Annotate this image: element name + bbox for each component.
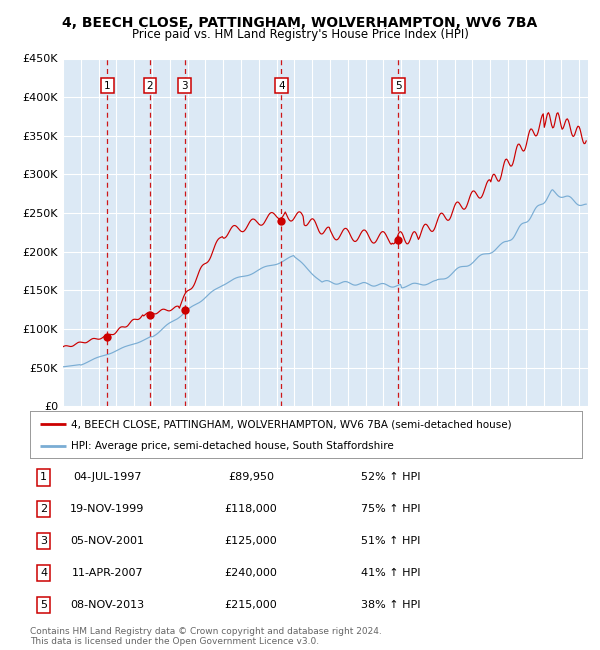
Text: 2: 2 [146,81,153,90]
Text: 5: 5 [40,600,47,610]
Text: 41% ↑ HPI: 41% ↑ HPI [361,568,421,578]
Text: 38% ↑ HPI: 38% ↑ HPI [361,600,421,610]
Text: 11-APR-2007: 11-APR-2007 [71,568,143,578]
Text: 19-NOV-1999: 19-NOV-1999 [70,504,145,514]
Text: 04-JUL-1997: 04-JUL-1997 [73,473,142,482]
Text: £240,000: £240,000 [224,568,277,578]
Text: £118,000: £118,000 [224,504,277,514]
Text: HPI: Average price, semi-detached house, South Staffordshire: HPI: Average price, semi-detached house,… [71,441,394,450]
Text: £215,000: £215,000 [224,600,277,610]
Text: 08-NOV-2013: 08-NOV-2013 [70,600,145,610]
Text: 4: 4 [278,81,284,90]
Text: 52% ↑ HPI: 52% ↑ HPI [361,473,421,482]
Text: 4, BEECH CLOSE, PATTINGHAM, WOLVERHAMPTON, WV6 7BA: 4, BEECH CLOSE, PATTINGHAM, WOLVERHAMPTO… [62,16,538,31]
Text: 1: 1 [40,473,47,482]
Text: 2: 2 [40,504,47,514]
Text: 3: 3 [40,536,47,546]
Text: 5: 5 [395,81,401,90]
Text: 05-NOV-2001: 05-NOV-2001 [70,536,144,546]
Text: Contains HM Land Registry data © Crown copyright and database right 2024.: Contains HM Land Registry data © Crown c… [30,627,382,636]
Text: This data is licensed under the Open Government Licence v3.0.: This data is licensed under the Open Gov… [30,637,319,646]
Text: 4, BEECH CLOSE, PATTINGHAM, WOLVERHAMPTON, WV6 7BA (semi-detached house): 4, BEECH CLOSE, PATTINGHAM, WOLVERHAMPTO… [71,419,512,429]
Text: £89,950: £89,950 [228,473,274,482]
Text: £125,000: £125,000 [224,536,277,546]
Text: 51% ↑ HPI: 51% ↑ HPI [361,536,421,546]
Text: 75% ↑ HPI: 75% ↑ HPI [361,504,421,514]
Text: 4: 4 [40,568,47,578]
Text: 3: 3 [181,81,188,90]
Text: Price paid vs. HM Land Registry's House Price Index (HPI): Price paid vs. HM Land Registry's House … [131,28,469,41]
Text: 1: 1 [104,81,111,90]
